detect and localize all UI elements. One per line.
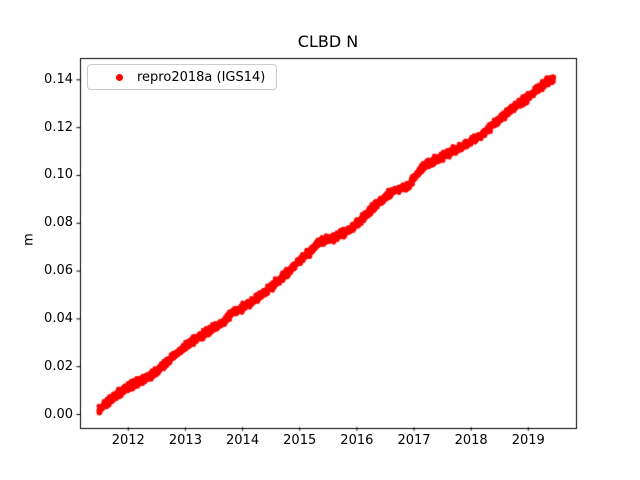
- x-tick-label: 2017: [397, 433, 431, 448]
- y-tick-label: 0.00: [44, 406, 73, 422]
- y-tick-label: 0.02: [44, 358, 73, 374]
- y-tick-label: 0.14: [44, 71, 73, 87]
- legend-label: repro2018a (IGS14): [137, 69, 266, 85]
- y-tick-label: 0.04: [44, 310, 73, 326]
- plot-title: CLBD N: [297, 32, 359, 51]
- x-tick-label: 2019: [511, 433, 545, 448]
- y-tick-label: 0.08: [44, 215, 73, 231]
- x-tick-label: 2012: [111, 433, 145, 448]
- y-tick-label: 0.12: [44, 119, 73, 135]
- legend: repro2018a (IGS14): [87, 64, 277, 90]
- x-tick-label: 2015: [283, 433, 317, 448]
- y-tick-label: 0.06: [44, 263, 73, 279]
- x-tick-label: 2016: [340, 433, 374, 448]
- legend-dot-marker-icon: [116, 73, 123, 81]
- y-tick-label: 0.10: [44, 167, 73, 183]
- x-tick-label: 2018: [454, 433, 488, 448]
- x-tick-label: 2013: [168, 433, 202, 448]
- x-tick-label: 2014: [226, 433, 260, 448]
